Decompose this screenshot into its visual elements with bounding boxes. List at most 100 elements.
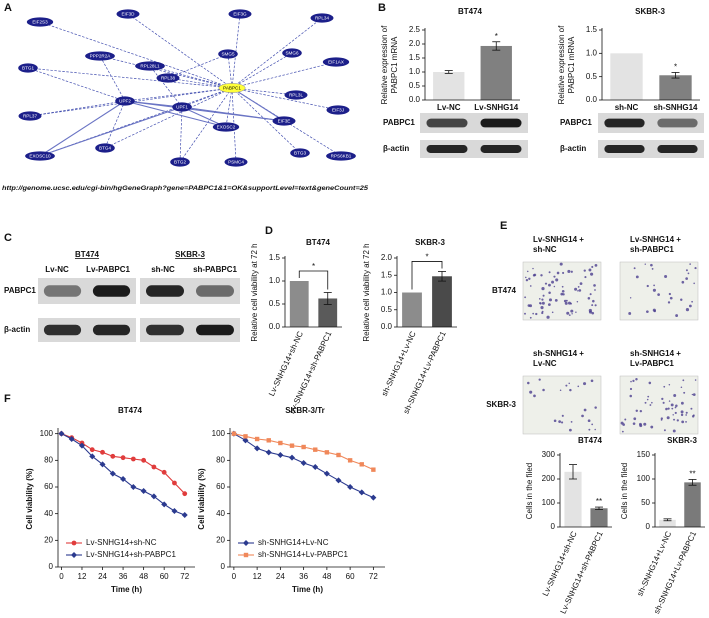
marker [312,464,319,470]
blot-band [196,324,234,336]
cell-dot [594,289,596,291]
y-tick-label: 0.5 [269,299,281,308]
node-label: RPL28L1 [140,64,160,69]
micrograph-caption: Lv-NC [533,359,557,368]
blot-band [657,145,698,153]
marker [323,470,330,477]
cell-dot [588,268,592,272]
node-label: BTG1 [22,66,34,71]
cell-dot [646,284,649,288]
cell-dot [532,267,534,270]
y-tick-label: 1.0 [269,276,281,285]
panel-label: F [4,393,11,405]
cell-dot [565,384,568,387]
cell-dot [568,428,572,432]
cell-dot [680,298,683,301]
node-label: EIF3G [233,12,247,17]
node-label: PSMC4 [228,160,244,165]
cell-dot [548,291,551,294]
cell-dot [652,288,656,292]
cell-dot [566,311,570,315]
marker [130,456,136,462]
cell-dot [668,384,671,386]
y-tick-label: 1.5 [269,253,281,262]
cell-dot [651,268,654,270]
marker [347,458,353,463]
cell-dot [542,388,545,392]
network-node [218,83,246,93]
node-label: RPL38 [161,76,175,81]
network-node [326,151,356,161]
node-label: RPL34 [315,16,329,21]
marker [358,489,365,496]
marker [109,470,116,477]
cell-dot [548,271,551,274]
bar [480,45,512,100]
cell-dot [643,422,647,426]
y-tick-label: 0 [551,522,556,531]
network-node [212,122,240,132]
marker [161,501,168,508]
blot-row-label: β-actin [560,144,586,153]
blot-band [604,145,645,153]
network-edge [39,100,126,157]
significance: * [495,32,498,41]
cell-dot [524,312,526,315]
cell-dot [583,269,586,272]
cell-dot [571,313,573,315]
network-node [116,9,140,19]
blot-group: SKBR-3 [175,250,205,259]
cell-dot [663,429,666,432]
chart-title: BT474 [306,238,331,247]
y-tick-label: 100 [40,429,54,438]
cell-dot [539,302,541,305]
chart-title: BT474 [118,406,143,415]
bar [433,72,465,100]
cell-dot [561,414,564,417]
network-edge [179,87,233,163]
cell-dot [570,270,573,273]
marker [347,484,354,490]
panel-label: E [500,220,507,232]
x-tick-label: sh-SNHG14 [653,103,698,112]
cell-dot [569,388,572,392]
cell-dot [591,265,594,268]
blot-band [92,324,131,336]
y-axis-title: Cell viability (%) [197,468,206,530]
cell-dot [558,420,561,423]
node-label: UPF1 [176,105,188,110]
cell-dot [541,298,544,301]
y-tick-label: 0.0 [586,95,598,104]
marker [100,449,105,455]
cell-dot [532,312,534,315]
y-tick-label: 0.0 [381,322,393,331]
y-tick-label: 20 [44,535,53,544]
cell-dot [570,420,573,423]
cell-dot [540,274,543,277]
chart-title: SKBR-3 [667,436,697,445]
cell-dot [587,419,591,423]
y-axis-title: Cell viability (%) [25,468,34,530]
blot-band [657,118,698,128]
cell-dot [685,421,687,423]
x-tick-label: 60 [346,572,355,581]
cell-dot [633,267,636,270]
network-edge [231,87,301,154]
cell-dot [587,297,591,300]
y-tick-label: 100 [542,498,556,507]
cell-dot [633,417,637,421]
y-tick-label: 1.5 [586,25,598,34]
blot [598,140,704,158]
network-edge [231,61,337,89]
cell-dot [632,379,635,382]
x-tick-label: 12 [78,572,87,581]
marker [254,436,260,442]
y-tick-label: 1.5 [381,270,393,279]
legend-label: sh-SNHG14+Lv-NC [258,538,329,547]
bar [402,292,422,327]
network-edge [99,55,233,89]
y-axis-title: Relative expression of [380,25,389,104]
cell-dot [675,314,679,317]
cell-dot [622,423,625,426]
cell-dot [685,308,690,312]
